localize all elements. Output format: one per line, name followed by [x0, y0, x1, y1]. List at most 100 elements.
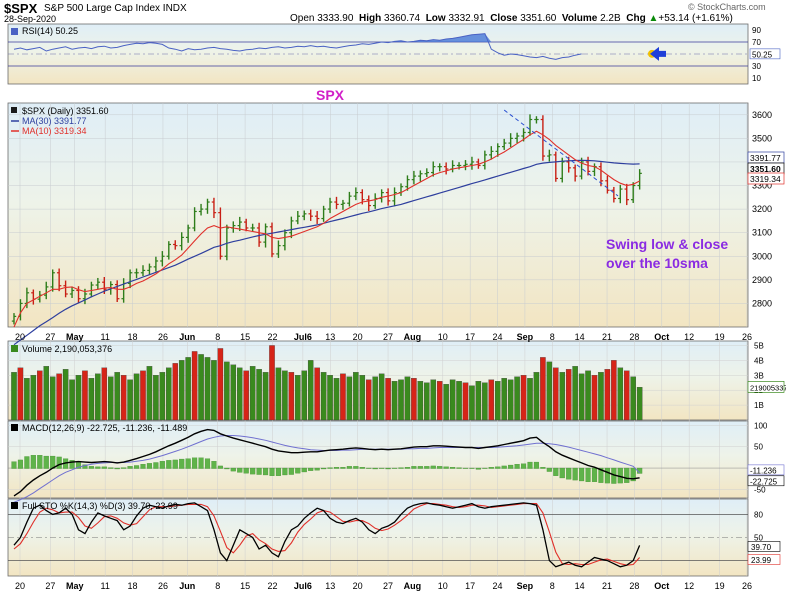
volume-bar	[301, 370, 307, 421]
x-tick-label-top: 19	[715, 332, 725, 342]
macd-histogram-bar	[391, 467, 398, 469]
price-bar	[605, 175, 610, 194]
price-bar	[405, 175, 410, 191]
macd-histogram-bar	[172, 459, 178, 469]
volume-bar	[82, 370, 88, 421]
volume-bar	[198, 354, 204, 421]
volume-bar	[69, 379, 75, 421]
volume-value: 2.2B	[600, 13, 621, 24]
high-value: 3360.74	[383, 13, 421, 24]
volume-bar	[140, 370, 146, 421]
macd-histogram-bar	[211, 461, 217, 469]
sto-d-line	[13, 503, 641, 566]
x-tick-label-top: Jun	[179, 332, 195, 342]
rsi-line	[13, 33, 582, 60]
volume-bar	[527, 378, 533, 421]
macd-histogram-bar	[314, 467, 320, 471]
macd-histogram-bar	[275, 467, 281, 476]
price-y-tick: 3600	[752, 110, 772, 120]
price-bar	[127, 269, 133, 289]
volume-bar	[114, 372, 120, 421]
volume-bar	[572, 366, 578, 421]
x-tick-label-top: 26	[742, 332, 752, 342]
volume-bar	[430, 379, 436, 421]
volume-bar	[424, 382, 430, 421]
price-y-tick: 3200	[752, 204, 772, 214]
macd-histogram-bar	[572, 467, 578, 481]
macd-last-badge	[747, 475, 785, 487]
open-value: 3333.90	[317, 13, 354, 24]
macd-line	[13, 428, 640, 497]
macd-histogram-bar	[159, 461, 165, 469]
volume-bar	[624, 370, 630, 421]
volume-y-tick: 5B	[754, 341, 764, 350]
macd-y-tick: -50	[754, 485, 766, 494]
x-tick-label-bottom: 27	[383, 581, 393, 591]
price-last-badge	[747, 172, 785, 185]
open-label: Open	[290, 13, 315, 24]
macd-histogram-bar	[404, 467, 410, 469]
volume-bar	[630, 376, 636, 421]
x-tick-label-bottom: 19	[715, 581, 725, 591]
macd-histogram-bar	[585, 467, 591, 482]
macd-histogram-bar	[430, 465, 436, 469]
macd-histogram-bar	[282, 467, 288, 476]
volume-bar	[314, 367, 320, 421]
price-bar	[263, 223, 268, 248]
volume-bar	[75, 375, 82, 421]
macd-histogram-bar	[417, 466, 423, 469]
x-tick-label-bottom: 21	[602, 581, 612, 591]
price-bar	[547, 149, 552, 162]
macd-histogram-bar	[469, 467, 475, 469]
volume-bar	[11, 372, 17, 421]
panel-price	[7, 102, 749, 328]
sto-k-line	[13, 502, 641, 568]
price-bar	[534, 116, 539, 124]
sto-last-value: 23.99	[751, 556, 772, 565]
volume-y-tick: 4B	[754, 356, 764, 365]
macd-histogram-bar	[179, 458, 185, 469]
volume-bar	[585, 370, 591, 421]
price-bar	[637, 169, 642, 190]
macd-histogram-bar	[127, 466, 133, 469]
price-last-value: 3391.77	[750, 153, 781, 163]
macd-histogram-bar	[533, 461, 539, 469]
x-tick-label-top: 27	[383, 332, 393, 342]
macd-histogram-bar	[604, 467, 610, 484]
volume-bar	[256, 369, 262, 421]
volume-bar	[469, 385, 475, 421]
sto-label: Full STO %K(14,3) %D(3) 39.70, 23.99	[22, 501, 178, 511]
price-bar	[256, 222, 262, 247]
rsi-y-tick: 70	[752, 38, 761, 47]
macd-histogram-bar	[56, 456, 62, 469]
volume-bar	[153, 375, 159, 421]
x-tick-label-top: 24	[493, 332, 503, 342]
x-tick-label-top: 13	[325, 332, 335, 342]
x-tick-label-bottom: 20	[15, 581, 25, 591]
price-bar	[482, 150, 488, 170]
volume-bar	[230, 364, 237, 421]
volume-bar	[411, 378, 417, 421]
price-bar	[585, 156, 591, 176]
macd-histogram-bar	[443, 466, 449, 469]
volume-bar	[166, 367, 172, 421]
ma30-label: MA(30) 3391.77	[22, 116, 87, 126]
volume-bar	[217, 348, 224, 421]
volume-bar	[611, 360, 617, 421]
price-bar	[598, 162, 604, 187]
volume-bar	[353, 372, 359, 421]
rsi-y-tick: 30	[752, 62, 761, 71]
price-bar	[276, 240, 281, 258]
macd-histogram-bar	[262, 467, 269, 476]
price-y-tick: 3100	[752, 228, 772, 238]
volume-bar	[243, 370, 249, 421]
downtrend-line	[503, 109, 619, 197]
macd-histogram-bar	[11, 461, 17, 469]
price-last-value: 3351.60	[750, 164, 781, 174]
macd-histogram-bar	[192, 457, 198, 469]
rsi-last-value: 50.25	[752, 50, 773, 59]
price-y-tick: 3300	[752, 181, 772, 191]
x-tick-label-top: Aug	[404, 332, 422, 342]
macd-histogram-bar	[224, 467, 230, 470]
price-y-tick: 3000	[752, 251, 772, 261]
